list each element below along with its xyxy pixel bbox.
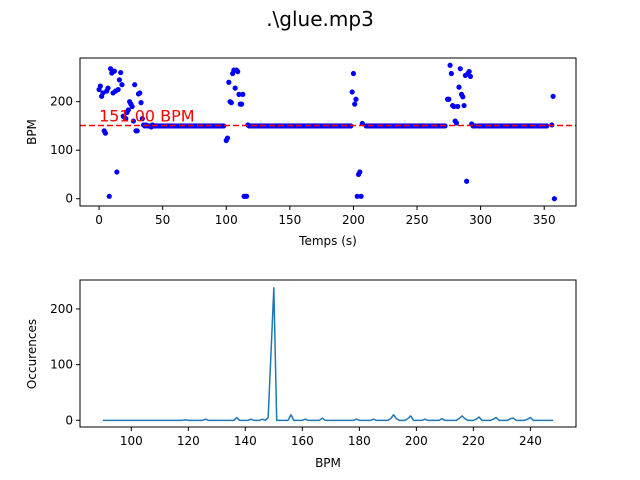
scatter-point bbox=[357, 169, 363, 175]
histogram-x-axis-label: BPM bbox=[315, 456, 341, 470]
scatter-point bbox=[456, 84, 462, 90]
scatter-x-tick-label: 350 bbox=[533, 213, 556, 227]
scatter-point bbox=[139, 116, 145, 122]
scatter-point bbox=[129, 103, 135, 110]
scatter-point bbox=[134, 128, 140, 134]
scatter-point bbox=[352, 101, 358, 107]
scatter-point bbox=[221, 123, 227, 129]
scatter-point bbox=[544, 123, 550, 129]
scatter-point bbox=[236, 91, 242, 97]
scatter-point bbox=[461, 102, 467, 109]
histogram-x-tick-label: 220 bbox=[462, 434, 485, 448]
scatter-point bbox=[464, 178, 470, 184]
scatter-point bbox=[105, 85, 111, 91]
scatter-point bbox=[551, 196, 557, 202]
scatter-point bbox=[240, 91, 246, 97]
scatter-point bbox=[467, 73, 474, 80]
scatter-point bbox=[138, 100, 144, 106]
histogram-x-tick-label: 200 bbox=[405, 434, 428, 448]
scatter-point bbox=[550, 93, 556, 99]
scatter-point bbox=[111, 68, 117, 74]
scatter-point bbox=[228, 100, 234, 106]
scatter-y-ticks: 0 100 200 bbox=[50, 95, 80, 206]
scatter-point bbox=[226, 79, 232, 85]
scatter-point bbox=[115, 86, 121, 93]
scatter-point bbox=[132, 82, 138, 88]
scatter-point bbox=[130, 118, 137, 124]
scatter-point bbox=[125, 107, 131, 113]
scatter-x-tick-label: 300 bbox=[469, 213, 492, 227]
scatter-point bbox=[106, 193, 112, 199]
figure-title: .\glue.mp3 bbox=[266, 7, 374, 31]
histogram-series-line bbox=[102, 287, 554, 422]
scatter-point bbox=[451, 103, 457, 110]
scatter-point bbox=[457, 66, 463, 72]
scatter-x-axis-label: Temps (s) bbox=[298, 234, 357, 248]
histogram-y-tick-label: 0 bbox=[65, 413, 73, 427]
scatter-point bbox=[350, 70, 357, 77]
scatter-plot-axes: 0 50 100 150 200 250 300 350 0 100 200 151.00 BPM… bbox=[25, 57, 577, 248]
scatter-point bbox=[107, 66, 114, 72]
histogram-x-tick-label: 160 bbox=[291, 434, 314, 448]
scatter-x-tick-label: 50 bbox=[155, 213, 170, 227]
scatter-point bbox=[358, 193, 364, 199]
scatter-point bbox=[102, 130, 109, 136]
scatter-point bbox=[123, 116, 129, 122]
histogram-x-tick-label: 100 bbox=[120, 434, 143, 448]
histogram-line-axes: 100 120 140 160 180 200 220 240 0 100 200 BPM Occ… bbox=[25, 279, 577, 470]
histogram-y-tick-label: 200 bbox=[50, 302, 73, 316]
histogram-y-ticks: 0 100 200 bbox=[50, 302, 80, 427]
scatter-point bbox=[460, 94, 466, 100]
reference-line-label: 151.00 BPM bbox=[99, 106, 195, 125]
histogram-x-tick-label: 120 bbox=[177, 434, 200, 448]
scatter-y-tick-label: 0 bbox=[65, 192, 73, 206]
histogram-x-tick-label: 240 bbox=[519, 434, 542, 448]
scatter-points bbox=[80, 62, 576, 202]
histogram-line bbox=[102, 287, 554, 422]
scatter-point bbox=[453, 120, 460, 126]
scatter-point bbox=[224, 135, 231, 141]
histogram-y-tick-label: 100 bbox=[50, 358, 73, 372]
scatter-y-axis-label: BPM bbox=[25, 119, 39, 145]
scatter-point bbox=[137, 90, 143, 96]
scatter-point bbox=[447, 62, 453, 68]
scatter-point bbox=[235, 68, 241, 75]
histogram-x-tick-label: 180 bbox=[348, 434, 371, 448]
scatter-point bbox=[353, 96, 359, 102]
scatter-point bbox=[116, 77, 123, 83]
scatter-point bbox=[466, 68, 472, 75]
histogram-plot-frame bbox=[79, 279, 577, 428]
scatter-y-tick-label: 100 bbox=[50, 143, 73, 157]
scatter-x-tick-label: 150 bbox=[278, 213, 301, 227]
scatter-x-tick-label: 0 bbox=[95, 213, 103, 227]
scatter-point bbox=[455, 103, 461, 110]
scatter-point bbox=[119, 82, 125, 88]
scatter-point bbox=[354, 193, 360, 199]
scatter-point bbox=[448, 70, 454, 77]
scatter-point bbox=[97, 83, 103, 89]
scatter-x-tick-label: 250 bbox=[406, 213, 429, 227]
scatter-point bbox=[118, 69, 124, 76]
scatter-y-tick-label: 200 bbox=[50, 95, 73, 109]
scatter-point bbox=[232, 85, 238, 91]
scatter-plot-frame bbox=[79, 57, 577, 207]
scatter-x-tick-label: 100 bbox=[215, 213, 238, 227]
scatter-point bbox=[446, 96, 452, 102]
histogram-x-tick-label: 140 bbox=[234, 434, 257, 448]
scatter-point bbox=[349, 89, 355, 95]
histogram-x-ticks: 100 120 140 160 180 200 220 240 bbox=[120, 427, 542, 448]
scatter-x-ticks: 0 50 100 150 200 250 300 350 bbox=[95, 206, 556, 227]
scatter-point bbox=[244, 193, 250, 199]
scatter-x-tick-label: 200 bbox=[342, 213, 365, 227]
scatter-point bbox=[238, 101, 245, 107]
histogram-y-axis-label: Occurences bbox=[25, 319, 39, 389]
scatter-point bbox=[114, 169, 120, 175]
